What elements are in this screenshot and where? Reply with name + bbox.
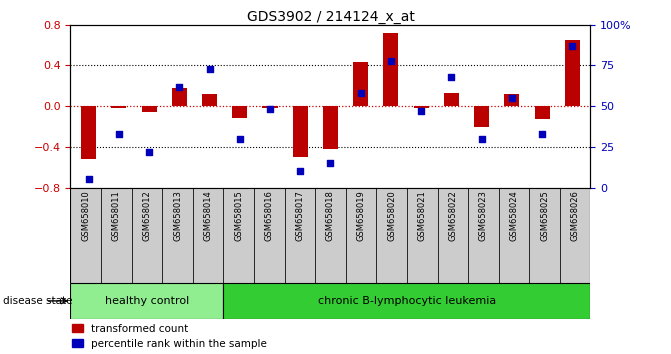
Text: GSM658015: GSM658015	[234, 190, 243, 241]
Bar	[193, 188, 223, 283]
Bar	[285, 188, 315, 283]
Bar	[353, 62, 368, 106]
Bar	[254, 188, 285, 283]
Bar	[444, 93, 459, 106]
Point	[113, 131, 124, 137]
Point	[174, 84, 185, 90]
Point	[295, 169, 305, 174]
Bar	[262, 106, 278, 108]
Bar	[70, 188, 101, 283]
Bar	[223, 283, 590, 319]
Text: GSM658025: GSM658025	[540, 190, 549, 241]
Bar	[407, 188, 437, 283]
Text: GSM658018: GSM658018	[326, 190, 335, 241]
Point	[325, 160, 336, 166]
Bar	[70, 283, 223, 319]
Point	[234, 136, 245, 142]
Bar	[468, 188, 499, 283]
Point	[507, 95, 517, 101]
Bar	[111, 106, 126, 108]
Text: GSM658010: GSM658010	[81, 190, 91, 241]
Text: GSM658022: GSM658022	[448, 190, 458, 241]
Text: GSM658013: GSM658013	[173, 190, 182, 241]
Point	[476, 136, 487, 142]
Text: GSM658026: GSM658026	[570, 190, 580, 241]
Bar	[505, 94, 519, 106]
Bar	[560, 188, 590, 283]
Text: GSM658012: GSM658012	[142, 190, 152, 241]
Bar	[232, 106, 248, 118]
Point	[416, 108, 427, 114]
Text: GSM658024: GSM658024	[509, 190, 519, 241]
Bar	[413, 106, 429, 108]
Bar	[172, 88, 187, 106]
Point	[144, 149, 154, 155]
Bar	[81, 106, 96, 159]
Point	[567, 43, 578, 49]
Point	[264, 107, 275, 112]
Bar	[142, 106, 156, 112]
Bar	[315, 188, 346, 283]
Bar	[223, 188, 254, 283]
Bar	[376, 188, 407, 283]
Text: GSM658011: GSM658011	[112, 190, 121, 241]
Text: GSM658016: GSM658016	[265, 190, 274, 241]
Bar	[346, 188, 376, 283]
Text: GSM658019: GSM658019	[356, 190, 366, 241]
Bar	[437, 188, 468, 283]
Bar	[293, 106, 308, 157]
Text: GSM658023: GSM658023	[479, 190, 488, 241]
Text: GSM658014: GSM658014	[203, 190, 213, 241]
Text: GSM658017: GSM658017	[295, 190, 305, 241]
Bar	[162, 188, 193, 283]
Legend: transformed count, percentile rank within the sample: transformed count, percentile rank withi…	[72, 324, 267, 349]
Text: disease state: disease state	[3, 296, 73, 306]
Bar	[323, 106, 338, 149]
Point	[386, 58, 397, 63]
Bar	[474, 106, 489, 127]
Bar	[132, 188, 162, 283]
Point	[204, 66, 215, 72]
Bar	[383, 33, 399, 106]
Text: healthy control: healthy control	[105, 296, 189, 306]
Text: chronic B-lymphocytic leukemia: chronic B-lymphocytic leukemia	[318, 296, 496, 306]
Point	[83, 177, 94, 182]
Point	[356, 90, 366, 96]
Bar	[535, 106, 550, 119]
Bar	[202, 94, 217, 106]
Bar	[499, 188, 529, 283]
Bar	[529, 188, 560, 283]
Point	[537, 131, 548, 137]
Bar	[101, 188, 132, 283]
Text: GSM658021: GSM658021	[418, 190, 427, 241]
Point	[446, 74, 457, 80]
Text: GSM658020: GSM658020	[387, 190, 396, 241]
Bar	[565, 40, 580, 106]
Title: GDS3902 / 214124_x_at: GDS3902 / 214124_x_at	[246, 10, 415, 24]
